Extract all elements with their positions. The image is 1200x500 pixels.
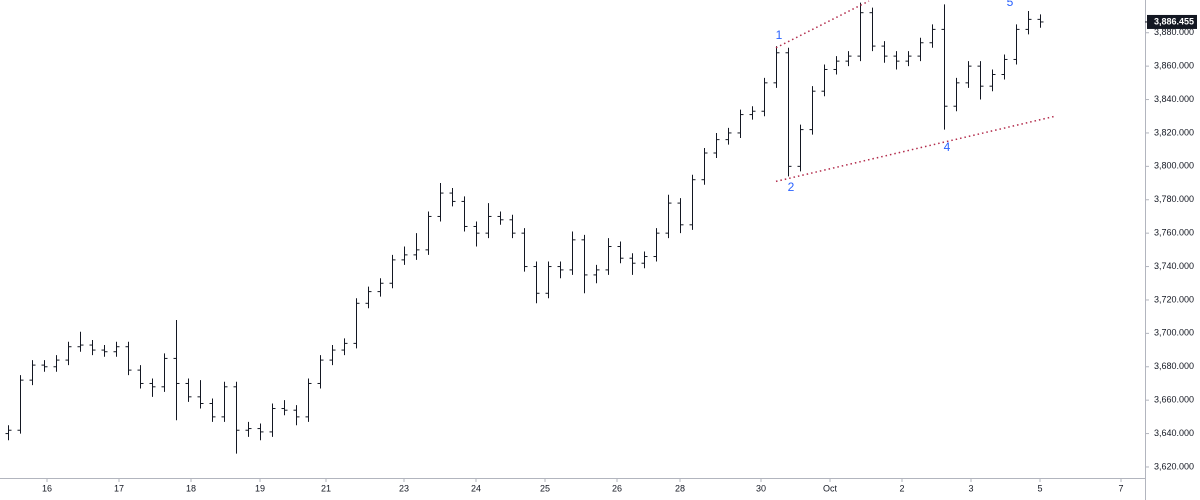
x-tick-label: 23 — [399, 483, 409, 493]
last-price-label: 3,886.455 — [1154, 16, 1194, 26]
x-tick-label: 3 — [968, 483, 973, 493]
y-tick-label: 3,720.000 — [1154, 294, 1194, 304]
x-tick-label: Oct — [823, 483, 838, 493]
x-tick-label: 16 — [42, 483, 52, 493]
x-tick-label: 30 — [756, 483, 766, 493]
x-tick-label: 21 — [321, 483, 331, 493]
x-tick-label: 18 — [186, 483, 196, 493]
y-tick-label: 3,880.000 — [1154, 27, 1194, 37]
x-tick-label: 19 — [255, 483, 265, 493]
y-tick-label: 3,740.000 — [1154, 261, 1194, 271]
y-tick-label: 3,780.000 — [1154, 194, 1194, 204]
y-tick-label: 3,680.000 — [1154, 361, 1194, 371]
y-tick-label: 3,860.000 — [1154, 61, 1194, 71]
y-tick-label: 3,760.000 — [1154, 228, 1194, 238]
wave-label: 2 — [788, 180, 795, 194]
y-tick-label: 3,800.000 — [1154, 161, 1194, 171]
y-tick-label: 3,840.000 — [1154, 94, 1194, 104]
y-tick-label: 3,820.000 — [1154, 127, 1194, 137]
wave-label: 1 — [776, 28, 783, 42]
x-tick-label: 5 — [1037, 483, 1042, 493]
y-tick-label: 3,620.000 — [1154, 461, 1194, 471]
y-tick-label: 3,700.000 — [1154, 328, 1194, 338]
x-tick-label: 24 — [471, 483, 481, 493]
wave-label: 4 — [944, 140, 951, 154]
last-price-box — [1147, 14, 1197, 29]
y-tick-label: 3,660.000 — [1154, 395, 1194, 405]
wave-label: 5 — [1007, 0, 1014, 9]
x-tick-label: 7 — [1118, 483, 1123, 493]
y-tick-label: 3,640.000 — [1154, 428, 1194, 438]
x-tick-label: 2 — [899, 483, 904, 493]
x-tick-label: 25 — [540, 483, 550, 493]
trendline — [775, 115, 1056, 183]
trendline — [775, 0, 870, 49]
x-tick-label: 28 — [675, 483, 685, 493]
x-tick-label: 26 — [612, 483, 622, 493]
x-tick-label: 17 — [114, 483, 124, 493]
